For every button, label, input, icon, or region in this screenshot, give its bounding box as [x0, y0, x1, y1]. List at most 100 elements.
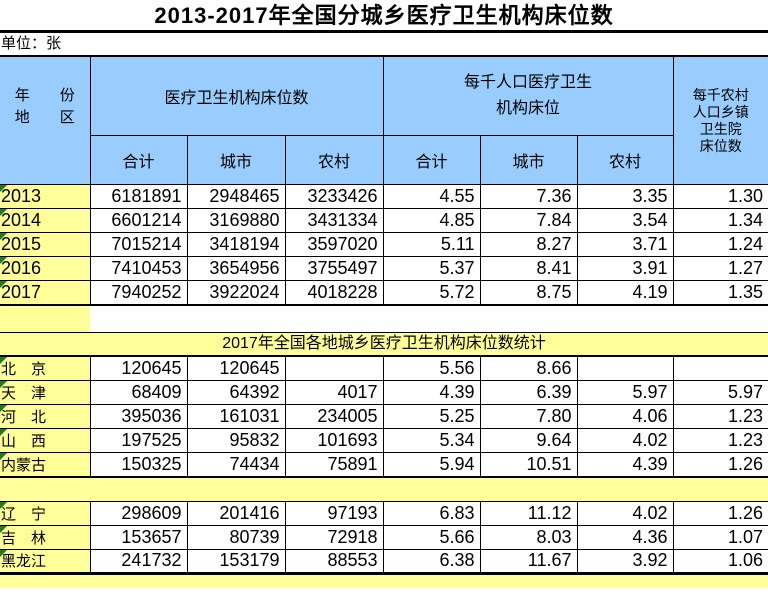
- cell-beds-rural[interactable]: 101693: [284, 427, 384, 453]
- cell-per1000-rural[interactable]: 4.19: [576, 280, 674, 305]
- cell-rural-township[interactable]: 1.23: [672, 403, 768, 429]
- cell-beds-total[interactable]: 6601214: [89, 208, 188, 233]
- cell-beds-urban[interactable]: 95832: [186, 427, 286, 453]
- cell-beds-total[interactable]: 7015214: [89, 232, 188, 257]
- cell-beds-total[interactable]: 120645: [89, 355, 188, 381]
- cell-per1000-rural[interactable]: 3.71: [576, 232, 674, 257]
- cell-per1000-urban[interactable]: 8.75: [479, 280, 578, 305]
- cell-per1000-total[interactable]: 5.11: [382, 232, 481, 257]
- cell-beds-urban[interactable]: 74434: [186, 451, 286, 477]
- cell-per1000-urban[interactable]: 6.39: [479, 379, 578, 405]
- cell-beds-urban[interactable]: 64392: [186, 379, 286, 405]
- cell-per1000-urban[interactable]: 7.84: [479, 208, 578, 233]
- cell-per1000-total[interactable]: 5.66: [382, 524, 481, 550]
- cell-per1000-total[interactable]: 5.56: [382, 355, 481, 381]
- cell-beds-total[interactable]: 68409: [89, 379, 188, 405]
- cell-beds-rural[interactable]: [284, 355, 384, 381]
- subheader-beds-urban[interactable]: 城市: [186, 135, 286, 185]
- cell-beds-rural[interactable]: 72918: [284, 524, 384, 550]
- cell-per1000-total[interactable]: 4.39: [382, 379, 481, 405]
- cell-rural-township[interactable]: 1.26: [672, 451, 768, 477]
- cell-rural-township[interactable]: 1.23: [672, 427, 768, 453]
- cell-beds-total[interactable]: 7410453: [89, 256, 188, 281]
- group-header-beds[interactable]: 医疗卫生机构床位数: [89, 55, 384, 136]
- cell-beds-urban[interactable]: 2948465: [186, 184, 286, 209]
- cell-rural-township[interactable]: 1.07: [672, 524, 768, 550]
- cell-beds-rural[interactable]: 88553: [284, 548, 384, 574]
- cell-beds-urban[interactable]: 153179: [186, 548, 286, 574]
- section-title[interactable]: 2017年全国各地城乡医疗卫生机构床位数统计: [0, 331, 768, 356]
- cell-rural-township[interactable]: 1.06: [672, 548, 768, 574]
- cell-beds-total[interactable]: 395036: [89, 403, 188, 429]
- region-cell[interactable]: 河 北: [0, 403, 91, 429]
- cell-beds-urban[interactable]: 161031: [186, 403, 286, 429]
- cell-beds-total[interactable]: 7940252: [89, 280, 188, 305]
- cell-per1000-rural[interactable]: 4.06: [576, 403, 674, 429]
- cell-beds-total[interactable]: 6181891: [89, 184, 188, 209]
- cell-per1000-rural[interactable]: [576, 355, 674, 381]
- cell-rural-township[interactable]: [672, 355, 768, 381]
- cell-per1000-rural[interactable]: 3.91: [576, 256, 674, 281]
- cell-per1000-rural[interactable]: 3.54: [576, 208, 674, 233]
- cell-rural-township[interactable]: 5.97: [672, 379, 768, 405]
- region-cell[interactable]: 辽 宁: [0, 500, 91, 526]
- cell-beds-rural[interactable]: 3431334: [284, 208, 384, 233]
- cell-beds-rural[interactable]: 3755497: [284, 256, 384, 281]
- cell-beds-total[interactable]: 197525: [89, 427, 188, 453]
- cell-beds-urban[interactable]: 120645: [186, 355, 286, 381]
- year-cell[interactable]: 2017: [0, 280, 91, 305]
- cell-beds-urban[interactable]: 3169880: [186, 208, 286, 233]
- cell-beds-urban[interactable]: 80739: [186, 524, 286, 550]
- region-cell[interactable]: 吉 林: [0, 524, 91, 550]
- cell-per1000-total[interactable]: 6.83: [382, 500, 481, 526]
- cell-per1000-total[interactable]: 4.85: [382, 208, 481, 233]
- cell-per1000-rural[interactable]: 4.36: [576, 524, 674, 550]
- cell-beds-total[interactable]: 153657: [89, 524, 188, 550]
- cell-rural-township[interactable]: 1.34: [672, 208, 768, 233]
- cell-per1000-urban[interactable]: 10.51: [479, 451, 578, 477]
- region-cell[interactable]: 山 西: [0, 427, 91, 453]
- cell-per1000-urban[interactable]: 8.27: [479, 232, 578, 257]
- cell-per1000-urban[interactable]: 8.41: [479, 256, 578, 281]
- cell-beds-rural[interactable]: 75891: [284, 451, 384, 477]
- cell-per1000-rural[interactable]: 4.39: [576, 451, 674, 477]
- subheader-per1000-rural[interactable]: 农村: [576, 135, 674, 185]
- cell-per1000-rural[interactable]: 4.02: [576, 427, 674, 453]
- cell-beds-total[interactable]: 241732: [89, 548, 188, 574]
- cell-per1000-total[interactable]: 5.25: [382, 403, 481, 429]
- year-cell[interactable]: 2016: [0, 256, 91, 281]
- cell-beds-urban[interactable]: 201416: [186, 500, 286, 526]
- cell-beds-rural[interactable]: 97193: [284, 500, 384, 526]
- cell-beds-rural[interactable]: 3233426: [284, 184, 384, 209]
- group-header-per-thousand[interactable]: 每千人口医疗卫生 机构床位: [382, 55, 674, 136]
- cell-per1000-rural[interactable]: 3.35: [576, 184, 674, 209]
- cell-rural-township[interactable]: 1.24: [672, 232, 768, 257]
- cell-per1000-total[interactable]: 5.37: [382, 256, 481, 281]
- year-cell[interactable]: 2014: [0, 208, 91, 233]
- cell-per1000-total[interactable]: 5.94: [382, 451, 481, 477]
- year-cell[interactable]: 2013: [0, 184, 91, 209]
- cell-per1000-rural[interactable]: 4.02: [576, 500, 674, 526]
- cell-per1000-urban[interactable]: 8.03: [479, 524, 578, 550]
- region-cell[interactable]: 内蒙古: [0, 451, 91, 477]
- cell-per1000-total[interactable]: 5.72: [382, 280, 481, 305]
- region-cell[interactable]: 北 京: [0, 355, 91, 381]
- subheader-per1000-total[interactable]: 合计: [382, 135, 481, 185]
- cell-beds-urban[interactable]: 3922024: [186, 280, 286, 305]
- cell-beds-rural[interactable]: 3597020: [284, 232, 384, 257]
- cell-per1000-urban[interactable]: 7.36: [479, 184, 578, 209]
- cell-per1000-total[interactable]: 5.34: [382, 427, 481, 453]
- cell-beds-rural[interactable]: 4017: [284, 379, 384, 405]
- cell-beds-urban[interactable]: 3654956: [186, 256, 286, 281]
- cell-per1000-total[interactable]: 4.55: [382, 184, 481, 209]
- year-cell[interactable]: 2015: [0, 232, 91, 257]
- region-cell[interactable]: 黑龙江: [0, 548, 91, 574]
- cell-beds-total[interactable]: 150325: [89, 451, 188, 477]
- region-cell[interactable]: 天 津: [0, 379, 91, 405]
- corner-header-cell[interactable]: 年 份 地 区: [0, 55, 91, 185]
- cell-per1000-urban[interactable]: 9.64: [479, 427, 578, 453]
- subheader-per1000-urban[interactable]: 城市: [479, 135, 578, 185]
- cell-rural-township[interactable]: 1.27: [672, 256, 768, 281]
- cell-rural-township[interactable]: 1.35: [672, 280, 768, 305]
- cell-per1000-urban[interactable]: 7.80: [479, 403, 578, 429]
